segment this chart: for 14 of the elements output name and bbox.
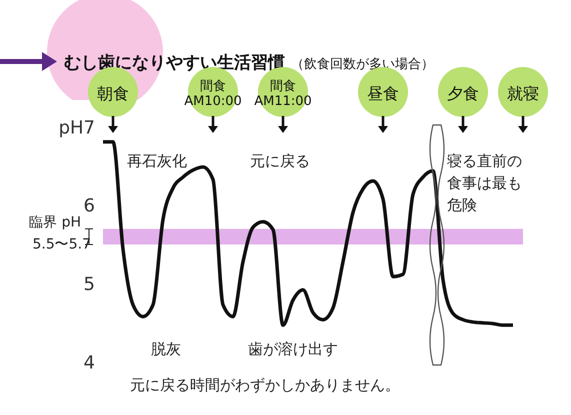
- annotation: 歯が溶け出す: [248, 340, 338, 358]
- y-tick-label: 6: [84, 196, 95, 217]
- x-tick-label: 朝食: [97, 84, 129, 103]
- annotation: 元に戻る: [250, 152, 310, 170]
- x-tick-label: 昼食: [367, 84, 399, 103]
- text: 元に戻る時間がわずかしかありません。: [130, 376, 400, 394]
- x-tick-label: 就寝: [507, 84, 539, 103]
- annotation: 脱灰: [151, 340, 181, 358]
- annotation: 寝る直前の食事は最も危険: [447, 152, 522, 214]
- y-tick-label: pH7: [58, 117, 95, 138]
- y-tick-label: 4: [84, 352, 95, 374]
- annotation: 再石灰化: [127, 152, 187, 170]
- x-tick-label: 夕食: [447, 84, 479, 103]
- y-tick-label: 5: [84, 274, 95, 296]
